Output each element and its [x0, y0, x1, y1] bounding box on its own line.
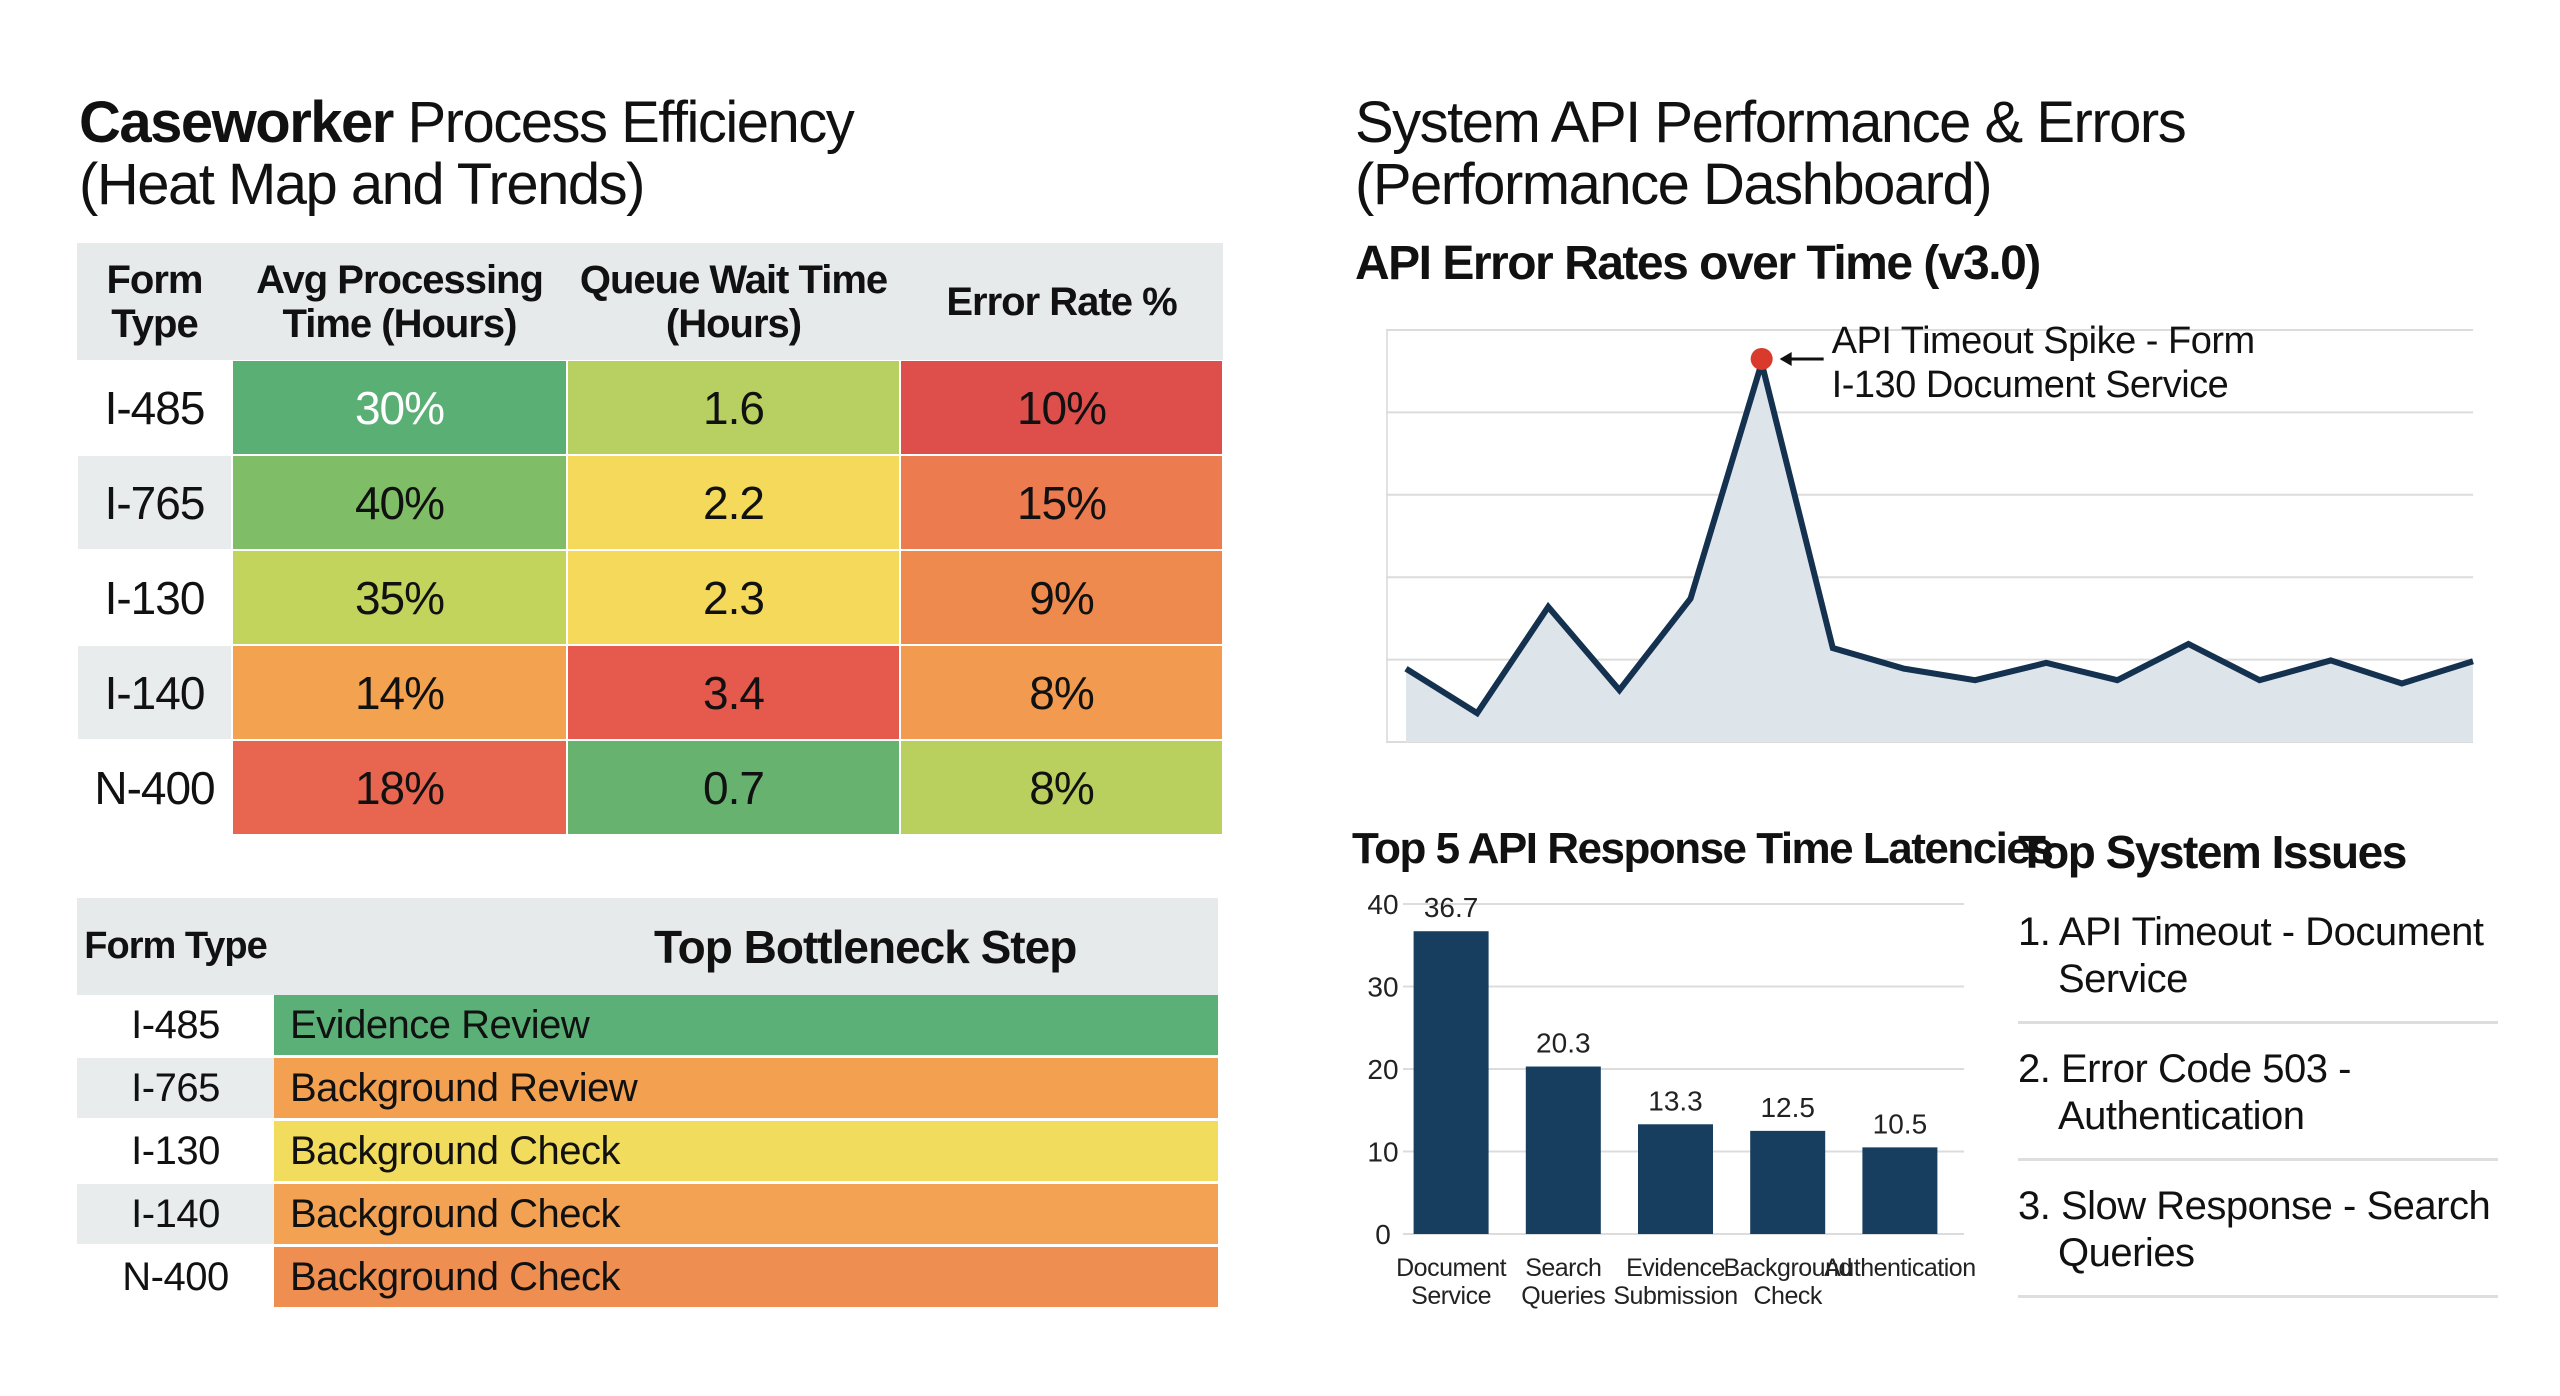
bar-value-label: 36.7: [1424, 892, 1479, 923]
bar-value-label: 12.5: [1760, 1092, 1815, 1123]
x-category-label: Queries: [1521, 1282, 1605, 1310]
x-category-label: Evidence: [1626, 1254, 1725, 1282]
heatmap-row: I-485 30% 1.6 10%: [77, 360, 1223, 455]
title-line2: (Performance Dashboard): [1355, 152, 1993, 217]
bottleneck-step-cell: Background Review: [274, 1058, 1218, 1121]
annotation-text-line2: I-130 Document Service: [1832, 364, 2229, 406]
header-bottleneck-step: Top Bottleneck Step: [274, 898, 1218, 995]
bottleneck-step-cell: Background Check: [274, 1121, 1218, 1184]
issue-item: 1. API Timeout - Document Service: [2018, 909, 2498, 1024]
bottleneck-row: I-485 Evidence Review: [77, 995, 1218, 1058]
bottleneck-row: I-130 Background Check: [77, 1121, 1218, 1184]
line-chart-title: API Error Rates over Time (v3.0): [1355, 237, 2041, 290]
y-tick-label: 40: [1367, 889, 1398, 920]
form-type-cell: I-765: [77, 1058, 274, 1121]
title-line1: System API Performance & Errors: [1355, 90, 2187, 155]
issues-title: Top System Issues: [2018, 826, 2407, 878]
heat-cell: 35%: [232, 550, 567, 645]
header-error-rate: Error Rate %: [900, 243, 1223, 360]
title-bold: Caseworker: [79, 90, 394, 155]
heat-cell: 1.6: [567, 360, 900, 455]
x-category-label: Search: [1525, 1254, 1601, 1282]
heatmap-row: I-140 14% 3.4 8%: [77, 645, 1223, 740]
latency-bar: [1862, 1147, 1938, 1234]
bottleneck-row: N-400 Background Check: [77, 1247, 1218, 1310]
issue-item: 3. Slow Response - Search Queries: [2018, 1183, 2498, 1298]
form-type-cell: I-765: [77, 455, 232, 550]
form-type-cell: I-130: [77, 1121, 274, 1184]
heat-cell: 10%: [900, 360, 1223, 455]
heat-cell: 0.7: [567, 740, 900, 835]
y-tick-label: 0: [1375, 1219, 1391, 1250]
bar-value-label: 20.3: [1536, 1028, 1591, 1059]
right-title: System API Performance & Errors (Perform…: [1355, 90, 2187, 217]
area-fill: [1406, 362, 2473, 742]
bottleneck-row: I-140 Background Check: [77, 1184, 1218, 1247]
bottleneck-step-cell: Evidence Review: [274, 995, 1218, 1058]
form-type-cell: N-400: [77, 1247, 274, 1310]
x-category-label: Document: [1396, 1254, 1506, 1282]
y-tick-label: 20: [1367, 1054, 1398, 1085]
latency-bar: [1638, 1124, 1713, 1234]
form-type-cell: I-485: [77, 360, 232, 455]
error-rate-line: [1404, 351, 2474, 718]
annotation-text-line1: API Timeout Spike - Form: [1832, 320, 2255, 362]
bar-value-label: 13.3: [1648, 1085, 1703, 1116]
bar-chart-title: Top 5 API Response Time Latencies: [1352, 824, 2054, 873]
arrowhead-icon: [1779, 351, 1792, 366]
form-type-cell: I-140: [77, 1184, 274, 1247]
x-category-label: Authentication: [1824, 1254, 1975, 1282]
spike-marker: [1750, 347, 1773, 370]
bar-value-label: 10.5: [1873, 1108, 1928, 1139]
heat-cell: 3.4: [567, 645, 900, 740]
heat-cell: 8%: [900, 740, 1223, 835]
form-type-cell: I-485: [77, 995, 274, 1058]
header-form-type: Form Type: [77, 243, 232, 360]
issue-item: 2. Error Code 503 - Authentication: [2018, 1046, 2498, 1161]
heat-cell: 2.2: [567, 455, 900, 550]
header-avg-processing: Avg Processing Time (Hours): [232, 243, 567, 360]
bottleneck-row: I-765 Background Review: [77, 1058, 1218, 1121]
title-rest: Process Efficiency: [407, 90, 854, 155]
x-category-label: Check: [1754, 1282, 1823, 1310]
bottleneck-step-cell: Background Check: [274, 1247, 1218, 1310]
latency-bar: [1413, 931, 1489, 1234]
x-category-label: Submission: [1613, 1282, 1737, 1310]
heat-cell: 8%: [900, 645, 1223, 740]
form-type-cell: N-400: [77, 740, 232, 835]
heatmap-row: N-400 18% 0.7 8%: [77, 740, 1223, 835]
form-type-cell: I-130: [77, 550, 232, 645]
latency-bar: [1750, 1130, 1826, 1234]
heat-cell: 14%: [232, 645, 567, 740]
form-type-cell: I-140: [77, 645, 232, 740]
x-category-label: Service: [1411, 1282, 1491, 1310]
heatmap-row: I-130 35% 2.3 9%: [77, 550, 1223, 645]
heat-cell: 9%: [900, 550, 1223, 645]
header-queue-wait: Queue Wait Time (Hours): [567, 243, 900, 360]
latency-bar: [1525, 1066, 1601, 1234]
heat-cell: 30%: [232, 360, 567, 455]
heat-cell: 40%: [232, 455, 567, 550]
top-issues-panel: Top System Issues 1. API Timeout - Docum…: [2018, 825, 2498, 1320]
heat-cell: 18%: [232, 740, 567, 835]
y-tick-label: 10: [1367, 1137, 1398, 1168]
y-tick-label: 30: [1367, 972, 1398, 1003]
title-line2: (Heat Map and Trends): [79, 152, 645, 217]
bottleneck-step-cell: Background Check: [274, 1184, 1218, 1247]
heat-cell: 15%: [900, 455, 1223, 550]
heatmap-table: Form Type Avg Processing Time (Hours) Qu…: [77, 243, 1223, 835]
left-title: Caseworker Process Efficiency (Heat Map …: [79, 90, 855, 217]
x-category-label: Background: [1723, 1254, 1851, 1282]
bottleneck-table: Form Type Top Bottleneck Step I-485 Evide…: [77, 898, 1218, 1310]
heatmap-row: I-765 40% 2.2 15%: [77, 455, 1223, 550]
heat-cell: 2.3: [567, 550, 900, 645]
header-form-type: Form Type: [77, 898, 274, 995]
